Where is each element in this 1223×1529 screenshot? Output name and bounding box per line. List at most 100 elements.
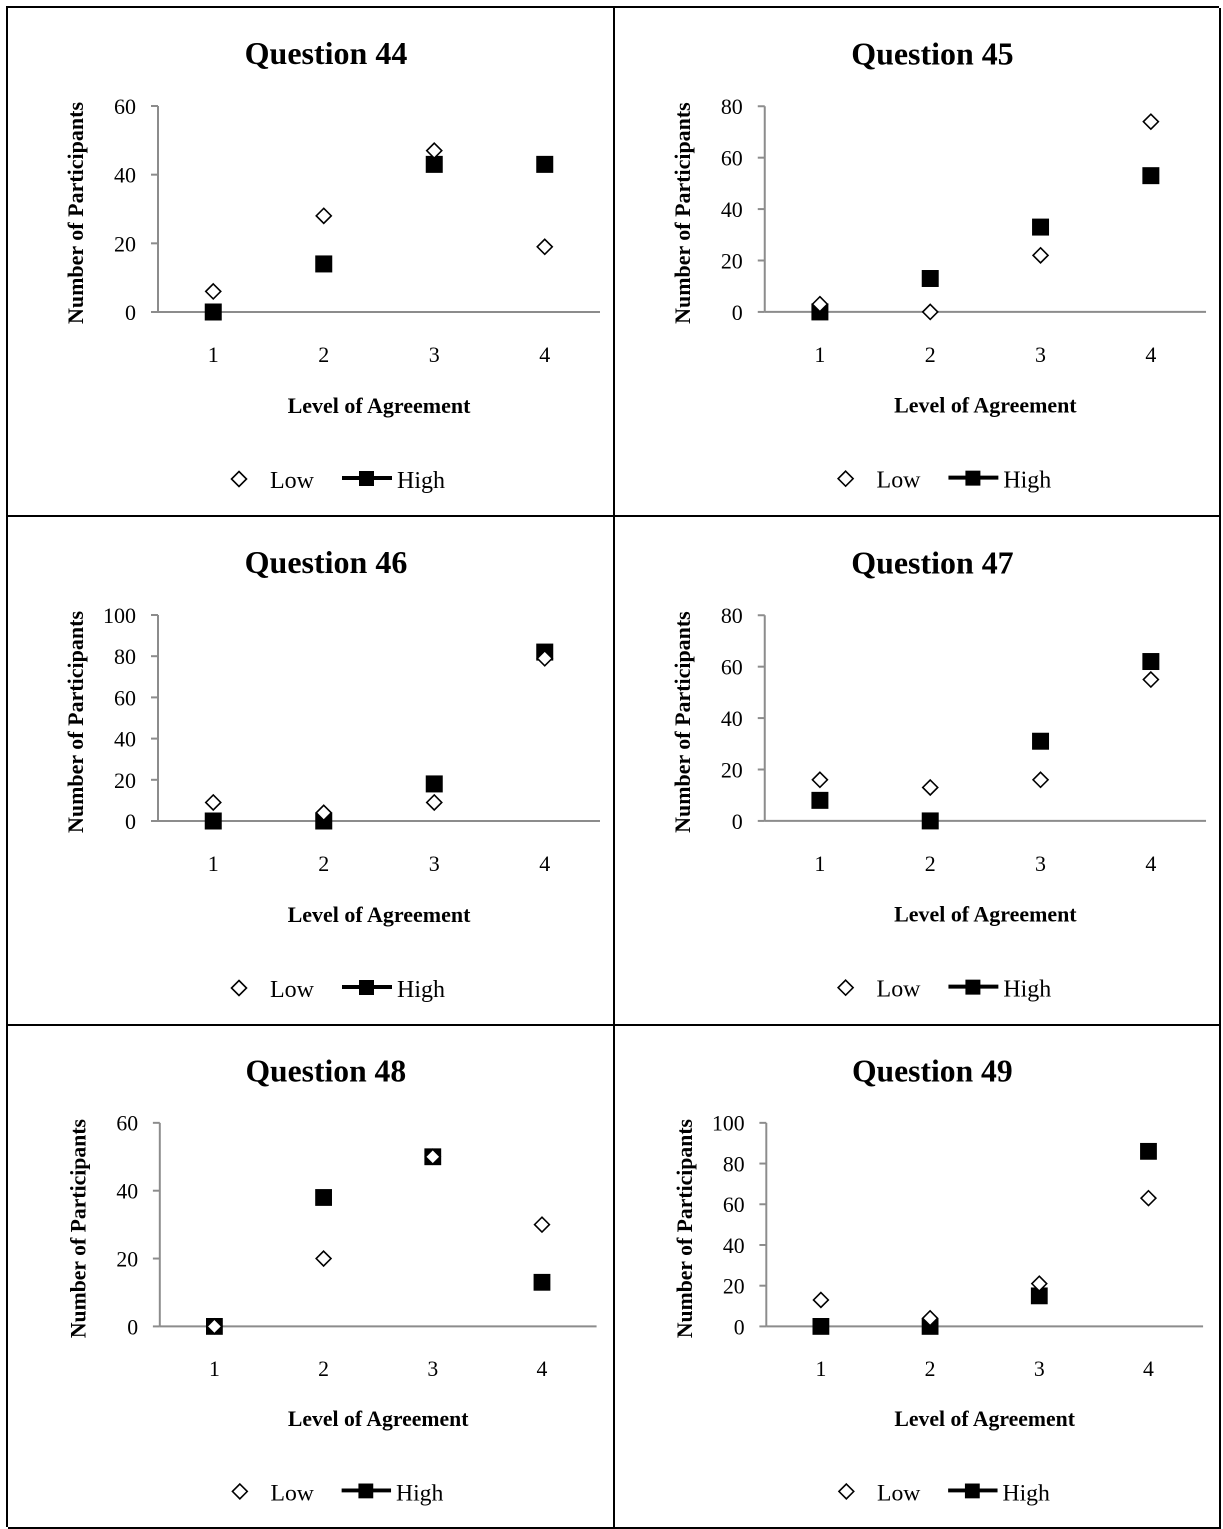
x-axis-label: Level of Agreement xyxy=(894,1407,1075,1431)
y-tick-label: 80 xyxy=(721,603,743,628)
y-axis-label: Number of Participants xyxy=(670,102,695,324)
legend-high-label: High xyxy=(397,468,445,494)
chart-panel-q44: Question 44 0 20 40 60 1 2 3 4 Level of Agreement… xyxy=(8,8,615,517)
y-tick-label: 40 xyxy=(116,1180,138,1204)
low-series-point xyxy=(425,793,443,812)
x-tick-label: 4 xyxy=(1145,342,1156,367)
legend-high-label: High xyxy=(1002,1480,1050,1506)
x-tick-label: 4 xyxy=(537,1357,548,1381)
legend-low-marker-icon xyxy=(837,1482,855,1500)
low-series-point xyxy=(204,793,222,812)
low-series-point xyxy=(315,804,333,822)
x-tick-label: 1 xyxy=(209,1357,220,1381)
legend-high-label: High xyxy=(1003,977,1051,1003)
chart-title: Question 46 xyxy=(245,544,408,580)
y-tick-label: 0 xyxy=(732,809,743,834)
high-series-point xyxy=(533,1273,551,1291)
legend-high-marker-icon xyxy=(965,470,981,486)
chart-title: Question 45 xyxy=(851,36,1013,71)
chart-svg: Question 49 0 20 40 60 80 100 1 2 3 4 Level of Agre… xyxy=(673,1053,1204,1506)
y-tick-label: 0 xyxy=(125,300,136,325)
high-series-point xyxy=(315,1189,332,1206)
x-tick-label: 3 xyxy=(429,342,440,367)
high-series-point xyxy=(425,775,443,793)
chart-panel-q46: Question 46 0 20 40 60 80 100 1 2 3 4 Level of Agre… xyxy=(8,517,615,1026)
x-axis-label: Level of Agreement xyxy=(288,393,472,418)
y-tick-label: 40 xyxy=(114,163,136,188)
y-tick-label: 20 xyxy=(114,231,136,256)
legend-high-marker-icon xyxy=(359,980,374,995)
legend-low-marker-icon xyxy=(837,470,855,488)
low-series-point xyxy=(315,207,333,225)
chart-panel-q48: Question 48 0 20 40 60 1 2 3 4 Level of Agreement… xyxy=(8,1026,615,1529)
low-series-point xyxy=(811,295,829,313)
low-series-point xyxy=(536,238,554,256)
x-axis-label: Level of Agreement xyxy=(288,1407,469,1431)
chart-panel-q45: Question 45 0 20 40 60 80 1 2 3 4 Level of Agreeme… xyxy=(615,8,1221,517)
legend-low-label: Low xyxy=(270,977,315,1003)
high-series-point xyxy=(536,155,554,173)
legend-low-marker-icon xyxy=(230,470,248,488)
x-tick-label: 4 xyxy=(539,342,550,367)
y-tick-label: 60 xyxy=(116,1112,138,1136)
low-series-point xyxy=(812,1291,830,1309)
legend-low-label: Low xyxy=(877,977,922,1003)
x-tick-label: 2 xyxy=(318,1357,329,1381)
legend-low-label: Low xyxy=(270,468,315,494)
x-tick-label: 1 xyxy=(814,851,825,876)
low-series-point xyxy=(424,1148,442,1166)
legend-high-label: High xyxy=(397,977,445,1003)
y-tick-label: 60 xyxy=(721,655,743,680)
y-axis-label: Number of Participants xyxy=(63,102,88,324)
x-tick-label: 4 xyxy=(1143,1357,1154,1381)
legend-low-marker-icon xyxy=(231,1482,249,1500)
low-series-point xyxy=(921,1309,939,1327)
chart-title: Question 47 xyxy=(851,545,1013,580)
chart-title: Question 48 xyxy=(245,1053,406,1088)
low-series-point xyxy=(1031,246,1050,264)
x-tick-label: 2 xyxy=(925,342,936,367)
chart-svg: Question 44 0 20 40 60 1 2 3 4 Level of Agreement… xyxy=(63,35,600,494)
low-series-point xyxy=(425,142,443,160)
low-series-point xyxy=(811,771,829,789)
y-axis-label: Number of Participants xyxy=(673,1119,697,1338)
legend-high-label: High xyxy=(396,1480,444,1506)
y-tick-label: 20 xyxy=(721,248,743,273)
chart-svg: Question 46 0 20 40 60 80 100 1 2 3 4 Level of Agre… xyxy=(63,544,600,1003)
x-axis-label: Level of Agreement xyxy=(288,902,472,927)
x-axis-label: Level of Agreement xyxy=(894,393,1077,418)
legend-low-marker-icon xyxy=(230,979,248,997)
legend-high-marker-icon xyxy=(965,979,981,995)
y-tick-label: 40 xyxy=(114,727,136,752)
low-series-point xyxy=(921,778,939,797)
y-tick-label: 0 xyxy=(732,300,743,325)
low-series-point xyxy=(205,1317,223,1335)
low-series-point xyxy=(315,1250,333,1268)
chart-svg: Question 48 0 20 40 60 1 2 3 4 Level of Agreement… xyxy=(67,1053,597,1506)
y-tick-label: 20 xyxy=(721,757,743,782)
y-tick-label: 40 xyxy=(721,197,743,222)
low-series-point xyxy=(1142,113,1160,131)
y-tick-label: 20 xyxy=(114,768,136,793)
chart-panel-q49: Question 49 0 20 40 60 80 100 1 2 3 4 Level of Agre… xyxy=(615,1026,1221,1529)
y-tick-label: 100 xyxy=(103,603,136,628)
high-series-point xyxy=(315,255,333,273)
legend-low-label: Low xyxy=(877,1480,921,1506)
high-series-point xyxy=(425,155,443,173)
y-tick-label: 80 xyxy=(723,1152,745,1176)
y-tick-label: 60 xyxy=(721,146,743,171)
y-tick-label: 0 xyxy=(734,1315,745,1339)
legend-high-marker-icon xyxy=(359,471,374,486)
chart-grid: Question 44 0 20 40 60 1 2 3 4 Level of Agreement… xyxy=(6,6,1221,1529)
legend-low-label: Low xyxy=(270,1480,314,1506)
high-series-point xyxy=(921,270,939,287)
low-series-point xyxy=(204,282,222,301)
chart-title: Question 44 xyxy=(245,35,408,71)
legend-high-label: High xyxy=(1003,468,1051,494)
high-series-point xyxy=(1142,167,1160,185)
y-tick-label: 0 xyxy=(127,1315,138,1339)
chart-title: Question 49 xyxy=(852,1053,1013,1088)
high-series-point xyxy=(812,1318,830,1335)
x-tick-label: 4 xyxy=(1145,851,1156,876)
chart-svg: Question 47 0 20 40 60 80 1 2 3 4 Level of Agreeme… xyxy=(670,545,1207,1003)
